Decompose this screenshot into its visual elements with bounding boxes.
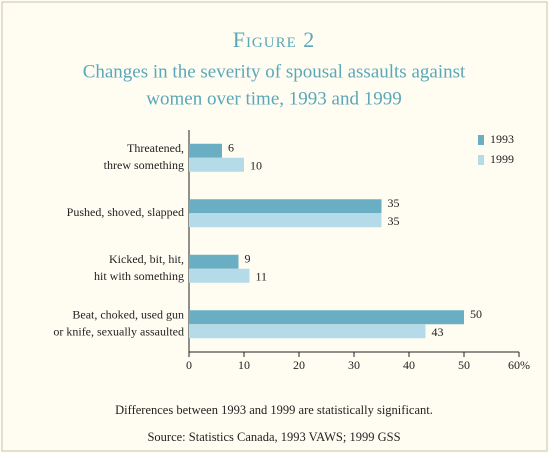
bar <box>189 213 382 228</box>
y-tick-label: Pushed, shoved, slapped <box>67 205 184 219</box>
footnote: Differences between 1993 and 1999 are st… <box>115 403 433 417</box>
bar <box>189 268 250 283</box>
legend-swatch <box>478 135 484 145</box>
bar <box>189 157 244 172</box>
x-tick-label: 30 <box>348 358 360 372</box>
legend-swatch <box>478 155 484 165</box>
x-tick-label: 10 <box>238 358 250 372</box>
y-tick-label: Beat, choked, used gun <box>72 308 184 322</box>
x-tick-label: 0 <box>186 358 192 372</box>
x-tick-label: 40 <box>403 358 415 372</box>
y-tick-label: or knife, sexually assaulted <box>53 325 184 339</box>
chart-title: Figure 2 <box>233 27 316 52</box>
value-label: 50 <box>470 307 482 321</box>
value-label: 9 <box>245 252 251 266</box>
value-label: 11 <box>256 270 268 284</box>
legend-label: 1993 <box>490 132 514 146</box>
bar <box>189 199 382 214</box>
x-tick-label: 60% <box>508 358 530 372</box>
bar <box>189 143 222 158</box>
source: Source: Statistics Canada, 1993 VAWS; 19… <box>147 430 400 444</box>
bar <box>189 324 426 339</box>
y-tick-label: threw something <box>104 158 184 172</box>
chart-subtitle: women over time, 1993 and 1999 <box>146 88 401 109</box>
value-label: 10 <box>250 159 262 173</box>
legend-label: 1999 <box>490 152 514 166</box>
value-label: 43 <box>432 325 444 339</box>
x-tick-label: 50 <box>458 358 470 372</box>
value-label: 35 <box>388 214 400 228</box>
x-tick-label: 20 <box>293 358 305 372</box>
bar <box>189 254 239 269</box>
value-label: 35 <box>388 196 400 210</box>
bar <box>189 310 464 325</box>
chart-subtitle: Changes in the severity of spousal assau… <box>83 61 466 82</box>
y-tick-label: hit with something <box>94 269 184 283</box>
value-label: 6 <box>228 141 234 155</box>
y-tick-label: Kicked, bit, hit, <box>109 252 184 266</box>
y-tick-label: Threatened, <box>127 141 184 155</box>
